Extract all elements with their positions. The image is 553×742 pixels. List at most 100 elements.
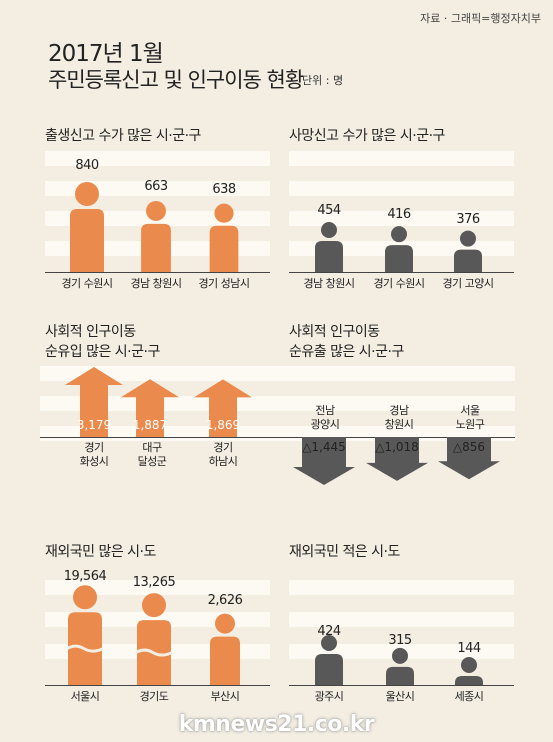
births-figure-2 bbox=[141, 200, 171, 272]
outflow-label-3-line1: 서울 bbox=[460, 404, 480, 417]
page-title-line2: 주민등록신고 및 인구이동 현황 bbox=[48, 68, 304, 92]
overseas-least-figure-2-head bbox=[392, 647, 408, 664]
outflow-label-2-line1: 경남 bbox=[389, 404, 409, 417]
overseas-most-label-1: 서울시 bbox=[70, 690, 100, 703]
panel-stripe bbox=[45, 151, 270, 166]
overseas-most-value-2: 13,265 bbox=[132, 575, 176, 590]
panel-stripe bbox=[40, 366, 515, 381]
deaths-figure-3-body bbox=[454, 249, 482, 272]
overseas-most-figure-1-head bbox=[73, 585, 97, 610]
outflow-label-1-line1: 전남 bbox=[315, 404, 335, 417]
deaths-figure-1-head bbox=[321, 222, 337, 238]
overseas-most-figure-1-break-mark bbox=[66, 644, 104, 653]
overseas-most-figure-2-break-mark bbox=[135, 648, 173, 657]
panel-stripe bbox=[45, 181, 270, 196]
panel-title-inflow: 사회적 인구이동 순유입 많은 시·군·구 bbox=[45, 322, 160, 362]
panel-baseline bbox=[289, 685, 514, 686]
inflow-value-3: 1,869 bbox=[205, 418, 241, 432]
deaths-figure-3 bbox=[454, 230, 482, 272]
inflow-value-1: 3,179 bbox=[76, 418, 112, 432]
inflow-arrow-2 bbox=[121, 379, 179, 437]
deaths-value-1: 454 bbox=[317, 203, 341, 218]
panel-title-inflow-line1: 사회적 인구이동 bbox=[45, 324, 136, 340]
overseas-most-figure-3 bbox=[210, 613, 240, 685]
births-figure-3-body bbox=[209, 225, 239, 272]
births-figure-1-body bbox=[70, 209, 104, 272]
overseas-least-figure-3 bbox=[455, 657, 483, 685]
inflow-label-2: 대구 달성군 bbox=[107, 441, 197, 469]
overseas-most-label-3: 부산시 bbox=[210, 690, 240, 703]
source-credit: 자료 · 그래픽=행정자치부 bbox=[420, 12, 541, 25]
overseas-most-value-3: 2,626 bbox=[207, 593, 243, 608]
overseas-most-value-1: 19,564 bbox=[63, 569, 107, 584]
panel-baseline bbox=[289, 272, 514, 273]
inflow-label-3-line2: 하남시 bbox=[208, 455, 238, 468]
inflow-label-1-line2: 화성시 bbox=[79, 455, 109, 468]
outflow-value-2: △1,018 bbox=[375, 440, 419, 454]
panel-title-overseas-most: 재외국민 많은 시·도 bbox=[45, 544, 156, 560]
panel-stripe bbox=[45, 580, 270, 595]
panel-title-overseas-least: 재외국민 적은 시·도 bbox=[289, 544, 400, 560]
page-title-line1: 2017년 1월 bbox=[48, 41, 164, 67]
deaths-value-3: 376 bbox=[456, 212, 480, 227]
overseas-most-figure-1 bbox=[66, 585, 104, 685]
inflow-arrow-1 bbox=[65, 367, 123, 437]
panel-stripe bbox=[289, 580, 514, 595]
overseas-least-label-2: 울산시 bbox=[385, 690, 415, 703]
births-value-3: 638 bbox=[212, 182, 236, 197]
births-value-2: 663 bbox=[144, 179, 168, 194]
inflow-label-3: 경기 하남시 bbox=[178, 441, 268, 469]
births-label-2: 경남 창원시 bbox=[130, 277, 182, 290]
inflow-label-2-line1: 대구 bbox=[142, 441, 162, 454]
outflow-arrow-2 bbox=[366, 437, 428, 481]
deaths-figure-3-head bbox=[460, 230, 476, 247]
overseas-least-figure-1-body bbox=[315, 654, 343, 685]
births-figure-1 bbox=[70, 182, 104, 272]
overseas-most-figure-3-body bbox=[210, 636, 240, 685]
overseas-least-figure-1 bbox=[315, 635, 343, 685]
panel-title-outflow-line2: 순유출 많은 시·군·구 bbox=[289, 344, 404, 360]
panel-baseline bbox=[40, 437, 515, 438]
overseas-most-figure-2-head bbox=[142, 593, 166, 618]
outflow-value-3: △856 bbox=[452, 440, 486, 454]
births-label-3: 경기 성남시 bbox=[198, 277, 250, 290]
overseas-least-value-1: 424 bbox=[317, 624, 341, 639]
outflow-label-1: 전남 광양시 bbox=[280, 404, 370, 432]
inflow-arrow-3 bbox=[194, 379, 252, 437]
outflow-arrow-3 bbox=[438, 437, 500, 480]
overseas-most-figure-2 bbox=[135, 593, 173, 685]
outflow-arrow-1 bbox=[293, 437, 355, 485]
overseas-least-figure-2-body bbox=[386, 666, 414, 685]
panel-title-births: 출생신고 수가 많은 시·군·구 bbox=[45, 128, 201, 144]
footer-watermark: kmnews21.co.kr bbox=[178, 712, 375, 737]
overseas-least-figure-2 bbox=[386, 647, 414, 685]
overseas-least-label-3: 세종시 bbox=[454, 690, 484, 703]
deaths-label-1: 경남 창원시 bbox=[303, 277, 355, 290]
inflow-value-2: 1,887 bbox=[132, 418, 168, 432]
deaths-label-3: 경기 고양시 bbox=[442, 277, 494, 290]
panel-baseline bbox=[45, 685, 270, 686]
overseas-least-value-2: 315 bbox=[388, 633, 412, 648]
overseas-least-label-1: 광주시 bbox=[314, 690, 344, 703]
unit-label: 단위 : 명 bbox=[302, 74, 344, 87]
outflow-label-1-line2: 광양시 bbox=[310, 418, 340, 431]
births-figure-3 bbox=[209, 203, 239, 272]
births-figure-3-head bbox=[214, 203, 234, 223]
outflow-label-2: 경남 창원시 bbox=[354, 404, 444, 432]
overseas-least-figure-1-head bbox=[321, 635, 337, 651]
births-value-1: 840 bbox=[75, 158, 99, 173]
overseas-most-label-2: 경기도 bbox=[139, 690, 169, 703]
inflow-label-2-line2: 달성군 bbox=[137, 455, 167, 468]
deaths-figure-2-head bbox=[391, 226, 407, 243]
panel-title-outflow: 사회적 인구이동 순유출 많은 시·군·구 bbox=[289, 322, 404, 362]
overseas-least-value-3: 144 bbox=[457, 641, 481, 656]
births-figure-2-head bbox=[146, 200, 166, 221]
panel-baseline bbox=[45, 272, 270, 273]
panel-stripe bbox=[289, 612, 514, 627]
outflow-label-3-line2: 노원구 bbox=[455, 418, 485, 431]
deaths-figure-1 bbox=[315, 222, 343, 272]
deaths-value-2: 416 bbox=[387, 207, 411, 222]
deaths-figure-2-body bbox=[385, 245, 413, 272]
panel-stripe bbox=[289, 151, 514, 166]
